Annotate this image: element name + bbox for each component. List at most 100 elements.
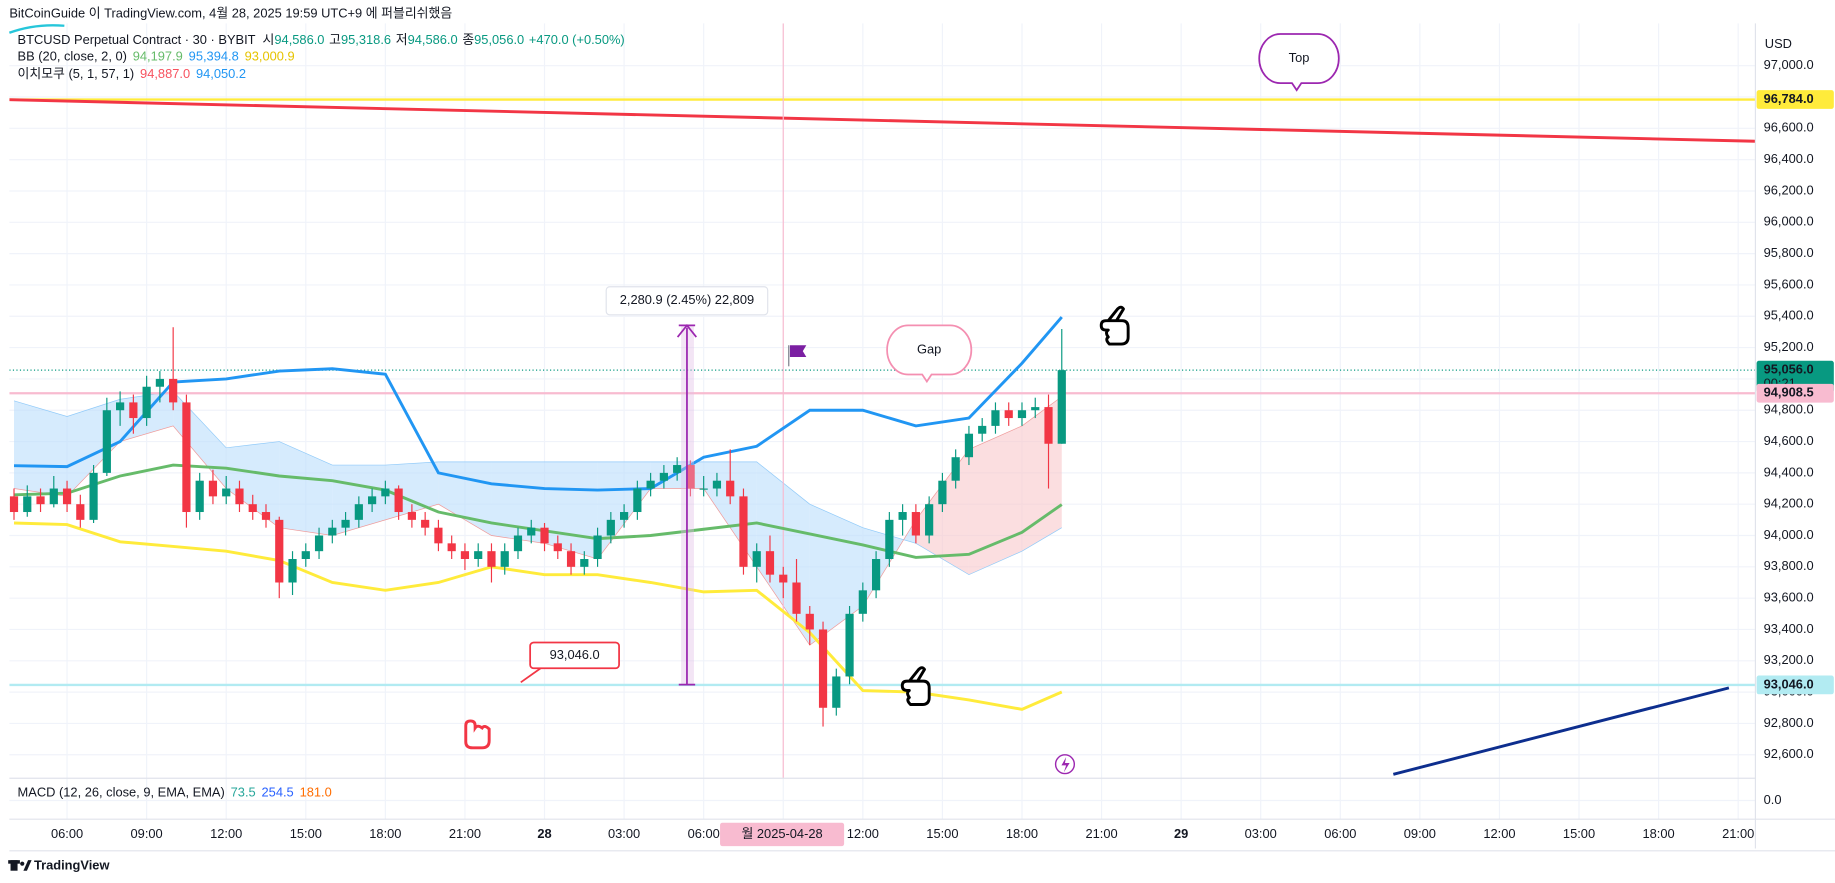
legend-item: 종 bbox=[462, 32, 474, 47]
candle-body bbox=[991, 410, 1000, 426]
x-tick-label: 12:00 bbox=[210, 826, 242, 841]
y-tick-label: 92,600.0 bbox=[1764, 746, 1814, 761]
published: BitCoinGuide 이 TradingView.com, 4월 28, 2… bbox=[9, 5, 452, 20]
top-bubble bbox=[1258, 33, 1340, 92]
y-tick-label: 94,400.0 bbox=[1764, 464, 1814, 479]
level-label: 93,046.0 bbox=[1764, 676, 1814, 691]
candle-body bbox=[699, 488, 708, 490]
legend: 이치모쿠 (5, 1, 57, 1) 94,887.0 94,050.2 bbox=[18, 66, 246, 81]
x-tick-label: 21:00 bbox=[1085, 826, 1117, 841]
y-tick-label: 94,600.0 bbox=[1764, 433, 1814, 448]
x-tick-label: 15:00 bbox=[290, 826, 322, 841]
candle-body bbox=[301, 551, 310, 560]
candle-body bbox=[712, 480, 722, 489]
candle-body bbox=[208, 480, 218, 497]
candle-body bbox=[474, 551, 483, 560]
candle-body bbox=[116, 402, 125, 411]
x-tick-label: 06:00 bbox=[1324, 826, 1356, 841]
hand-shape bbox=[900, 666, 931, 706]
candle-body bbox=[129, 402, 138, 419]
x-tick-label: 18:00 bbox=[1643, 826, 1675, 841]
candle-body bbox=[964, 433, 974, 458]
callout-pointer bbox=[520, 667, 542, 684]
level-box bbox=[1756, 675, 1834, 695]
candle-body bbox=[328, 527, 337, 536]
x-tick-label: 15:00 bbox=[1563, 826, 1595, 841]
legend-item: 254.5 bbox=[262, 785, 294, 800]
candle-body bbox=[911, 512, 920, 536]
legend-item: 73.5 bbox=[231, 785, 256, 800]
candle-body bbox=[845, 613, 854, 677]
candle-body bbox=[726, 480, 735, 497]
legend-item: 95,394.8 bbox=[189, 49, 239, 64]
legend-item: 181.0 bbox=[300, 785, 332, 800]
x-tick-label: 03:00 bbox=[1245, 826, 1277, 841]
level-label: 96,784.0 bbox=[1764, 91, 1814, 106]
bollinger-upper bbox=[13, 316, 1063, 492]
legend-item: 94,586.0 bbox=[274, 32, 324, 47]
y-tick-label: 94,000.0 bbox=[1764, 527, 1814, 542]
candle-body bbox=[659, 472, 668, 481]
candle-body bbox=[765, 551, 775, 575]
candle-body bbox=[460, 551, 470, 560]
legend-item: 94,050.2 bbox=[196, 66, 246, 81]
candle-body bbox=[49, 488, 58, 505]
legend: BTCUSD Perpetual Contract · 30 · BYBIT 시9… bbox=[18, 32, 625, 47]
candle-body bbox=[500, 551, 509, 567]
x-tick-label: 15:00 bbox=[926, 826, 958, 841]
candle-body bbox=[818, 629, 828, 708]
x-tick-label: 03:00 bbox=[608, 826, 640, 841]
candle-body bbox=[62, 488, 72, 505]
x-tick-label: 18:00 bbox=[369, 826, 401, 841]
candle-body bbox=[142, 386, 151, 419]
candle-body bbox=[792, 582, 801, 614]
candle-body bbox=[938, 480, 947, 505]
candle-body bbox=[593, 535, 602, 560]
callout-box bbox=[529, 641, 620, 670]
footer-brand: TradingView bbox=[34, 857, 111, 872]
alert-bolt bbox=[1061, 757, 1070, 773]
bollinger-lower bbox=[13, 521, 1063, 711]
candle-body bbox=[261, 512, 271, 520]
cloud-segment bbox=[14, 400, 68, 497]
legend-item: +470.0 (+0.50%) bbox=[529, 32, 625, 47]
candle-body bbox=[354, 504, 363, 520]
candle-body bbox=[673, 465, 682, 473]
candle-body bbox=[1004, 410, 1013, 419]
candle-body bbox=[978, 425, 987, 434]
level-box bbox=[1756, 90, 1834, 109]
y-tick-label: 93,800.0 bbox=[1764, 558, 1814, 573]
y-tick-label: 95,600.0 bbox=[1764, 276, 1814, 291]
logo-swoosh bbox=[8, 24, 65, 34]
y-tick-label: 93,200.0 bbox=[1764, 652, 1814, 667]
legend-item: 95,056.0 bbox=[474, 32, 524, 47]
y-tick-label: 97,000.0 bbox=[1764, 57, 1814, 72]
candle-body bbox=[102, 410, 111, 473]
measure-label-box bbox=[605, 286, 769, 316]
candle-body bbox=[394, 488, 403, 513]
candle-body bbox=[434, 527, 443, 544]
candle-body bbox=[1057, 370, 1066, 444]
candle-body bbox=[9, 496, 19, 513]
candle-body bbox=[566, 551, 576, 567]
candle-body bbox=[951, 457, 960, 481]
legend-item: 93,000.9 bbox=[245, 49, 295, 64]
footer-logo bbox=[8, 860, 32, 871]
candle-body bbox=[1044, 407, 1053, 444]
candle-body bbox=[925, 504, 934, 536]
y-tick-label: 96,400.0 bbox=[1764, 151, 1814, 166]
candle-body bbox=[23, 496, 32, 513]
x-tick-label: 06:00 bbox=[688, 826, 720, 841]
top-text: Top bbox=[1289, 50, 1310, 65]
candle-body bbox=[832, 676, 841, 708]
legend-item: 94,887.0 bbox=[140, 66, 190, 81]
hand-icon bbox=[464, 719, 491, 750]
cloud-segment bbox=[279, 441, 333, 536]
x-tick-label: 12:00 bbox=[1483, 826, 1515, 841]
candle-body bbox=[898, 512, 907, 520]
candle-body bbox=[487, 551, 496, 567]
legend-item: 시 bbox=[263, 32, 275, 47]
candle-body bbox=[858, 590, 867, 614]
candle-body bbox=[235, 488, 244, 505]
x-tick-label: 28 bbox=[537, 826, 551, 841]
